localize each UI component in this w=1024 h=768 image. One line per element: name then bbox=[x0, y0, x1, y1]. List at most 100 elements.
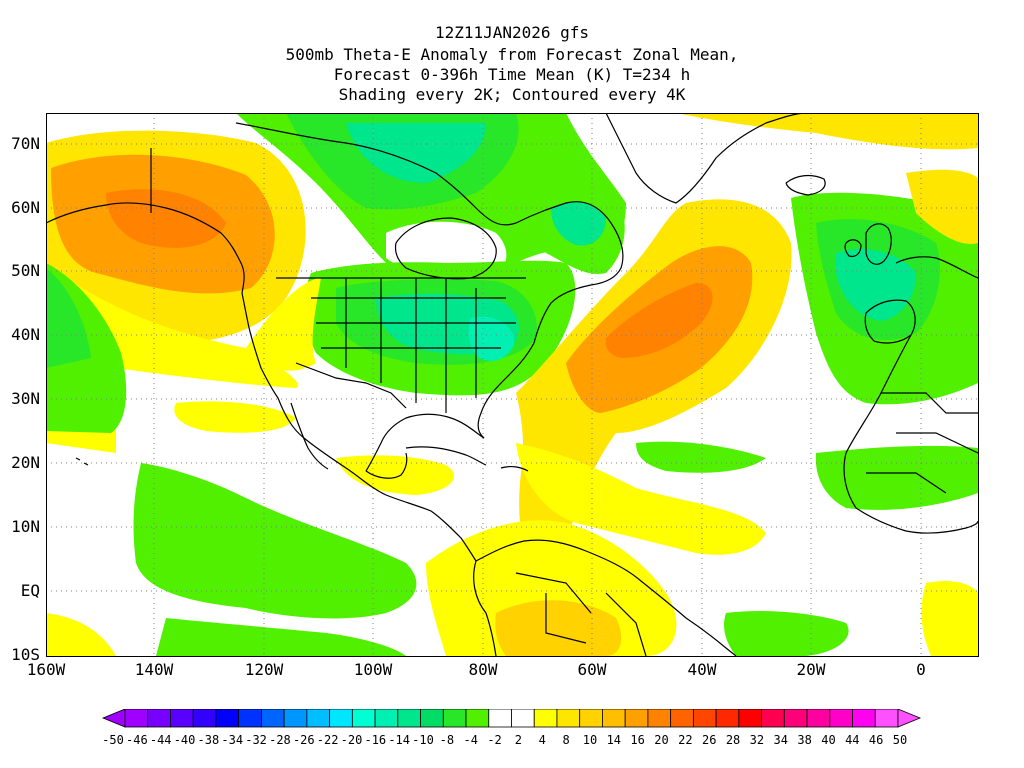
title-line-2: 500mb Theta-E Anomaly from Forecast Zona… bbox=[285, 45, 739, 64]
colorbar-tick-label: -22 bbox=[316, 733, 339, 747]
anomaly-shading bbox=[46, 113, 978, 656]
shade-atlantic-orange2 bbox=[605, 283, 713, 358]
colorbar-swatch bbox=[215, 709, 240, 728]
coast-southamerica-north bbox=[475, 539, 737, 656]
coast-iceland bbox=[785, 174, 826, 196]
map-panel bbox=[46, 113, 978, 656]
colorbar-tick-label: -28 bbox=[269, 733, 291, 747]
shade-southamerica-gold bbox=[495, 600, 622, 656]
colorbar-tick-label: -32 bbox=[245, 733, 267, 747]
colorbar-tick-label: 26 bbox=[701, 733, 717, 747]
colorbar-swatch bbox=[624, 709, 649, 728]
lat-label-30n: 30N bbox=[11, 389, 40, 408]
lat-label-60n: 60N bbox=[11, 198, 40, 217]
shade-eastus-teal2 bbox=[468, 316, 515, 361]
map-canvas bbox=[46, 113, 978, 656]
coast-yucatan bbox=[365, 452, 408, 479]
colorbar-swatch bbox=[170, 709, 194, 728]
colorbar-swatch bbox=[374, 709, 399, 728]
colorbar-arrow-left bbox=[101, 709, 126, 728]
colorbar-tick-label: 14 bbox=[606, 733, 622, 747]
colorbar-swatch bbox=[692, 709, 717, 728]
colorbar-tick-label: -4 bbox=[463, 733, 478, 747]
colorbar-swatch bbox=[465, 709, 490, 728]
lat-label-10s: 10S bbox=[11, 645, 40, 664]
colorbar-tick-label: 40 bbox=[821, 733, 836, 747]
colorbar-tick-label: 10 bbox=[582, 733, 598, 747]
lon-label-160w: 160W bbox=[26, 660, 66, 679]
colorbar-swatch bbox=[783, 709, 808, 728]
colorbar-tick-label: 20 bbox=[654, 733, 669, 747]
border-africa-1 bbox=[881, 392, 978, 414]
colorbar-swatch bbox=[442, 709, 467, 728]
shade-tropical-pacific-yellow-south bbox=[46, 613, 116, 656]
colorbar-tick-label: 38 bbox=[797, 733, 812, 747]
colorbar-tick-label: -16 bbox=[364, 733, 387, 747]
shade-africa-yellow bbox=[921, 581, 978, 656]
title-line-3: Forecast 0-396h Time Mean (K) T=234 h bbox=[333, 65, 691, 84]
coast-mexico bbox=[303, 437, 477, 562]
coast-ireland bbox=[844, 239, 862, 258]
colorbar-tick-label: -26 bbox=[292, 733, 315, 747]
lon-label-40w: 40W bbox=[687, 660, 717, 679]
coast-gulf bbox=[365, 413, 485, 472]
colorbar-tick-label: 32 bbox=[749, 733, 765, 747]
coast-africa-west bbox=[855, 507, 978, 534]
shade-caribbean-yellow bbox=[336, 455, 455, 495]
colorbar-swatch bbox=[647, 709, 672, 728]
shade-atlantic-yellow-band bbox=[516, 443, 766, 555]
lat-label-20n: 20N bbox=[11, 453, 40, 472]
colorbar-tick-label: -20 bbox=[340, 733, 363, 747]
shade-gulf-yellow bbox=[174, 401, 296, 433]
border-us-mexico bbox=[295, 362, 407, 409]
colorbar-swatch bbox=[147, 709, 171, 728]
colorbar-tick-label: -46 bbox=[126, 733, 148, 747]
coast-greenland bbox=[605, 113, 807, 204]
colorbar-swatch bbox=[533, 709, 558, 728]
colorbar-tick-label: 44 bbox=[845, 733, 860, 747]
lon-label-60w: 60W bbox=[577, 660, 607, 679]
shade-westus-yellow bbox=[246, 278, 321, 371]
colorbar-tick-label: -10 bbox=[412, 733, 434, 747]
lon-label-0: 0 bbox=[916, 660, 926, 679]
colorbar-swatch bbox=[283, 709, 308, 728]
lon-label-140w: 140W bbox=[134, 660, 174, 679]
colorbar-tick-label: -14 bbox=[388, 733, 411, 747]
coast-arctic-canada bbox=[235, 122, 517, 226]
colorbar-tick-label: -34 bbox=[221, 733, 244, 747]
colorbar-swatch bbox=[397, 709, 421, 728]
border-sa-2 bbox=[545, 593, 587, 644]
colorbar-swatch bbox=[261, 709, 285, 728]
shade-alaska-orange2 bbox=[106, 189, 226, 248]
colorbar-swatch bbox=[829, 709, 853, 728]
colorbar-tick-label: 4 bbox=[538, 733, 546, 747]
colorbar-tick-label: -38 bbox=[197, 733, 220, 747]
coast-hispaniola bbox=[500, 465, 529, 472]
colorbar-tick-label: -40 bbox=[173, 733, 196, 747]
grid-lines bbox=[46, 113, 978, 656]
coast-africa-nw bbox=[843, 334, 912, 509]
colorbar-swatch bbox=[579, 709, 603, 728]
lon-label-20w: 20W bbox=[796, 660, 826, 679]
colorbar-swatch bbox=[124, 709, 149, 728]
colorbar-tick-label: 34 bbox=[773, 733, 788, 747]
colorbar-tick-label: 8 bbox=[562, 733, 570, 747]
shade-tropical-pacific-green bbox=[133, 463, 417, 619]
colorbar-swatch bbox=[238, 709, 262, 728]
shade-europe-teal2 bbox=[836, 249, 916, 321]
coast-westcanada bbox=[241, 292, 305, 439]
lat-label-70n: 70N bbox=[11, 134, 40, 153]
colorbar bbox=[101, 709, 922, 728]
colorbar-swatch bbox=[511, 709, 535, 728]
colorbar-swatch bbox=[192, 709, 217, 728]
colorbar-swatch bbox=[488, 709, 512, 728]
shade-tropical-pacific-green2 bbox=[156, 618, 406, 656]
title-line-4: Shading every 2K; Contoured every 4K bbox=[338, 85, 686, 104]
colorbar-swatch bbox=[806, 709, 831, 728]
colorbar-tick-label: 16 bbox=[630, 733, 645, 747]
lon-label-80w: 80W bbox=[468, 660, 498, 679]
border-africa-3 bbox=[866, 472, 947, 494]
colorbar-tick-label: 22 bbox=[678, 733, 693, 747]
coast-uk bbox=[865, 223, 892, 265]
colorbar-tick-label: -50 bbox=[102, 733, 124, 747]
